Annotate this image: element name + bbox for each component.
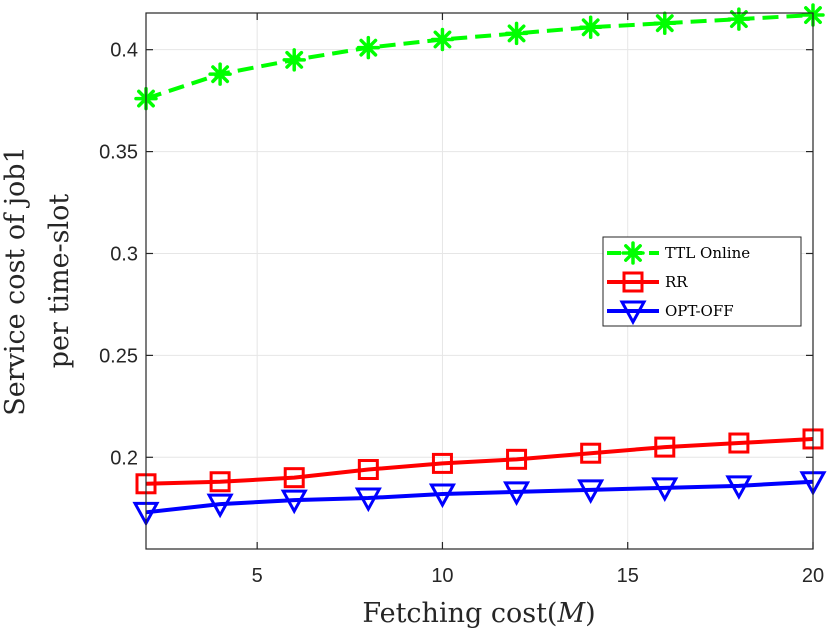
data-point-ttl-online (430, 27, 455, 52)
data-point-opt-off (503, 481, 531, 507)
y-tick-label: 0.4 (110, 40, 138, 62)
data-point-opt-off (651, 477, 679, 502)
data-point-rr (580, 442, 602, 464)
y-tick-label: 0.35 (99, 142, 138, 164)
data-point-rr (654, 436, 676, 458)
data-point-opt-off (725, 475, 753, 500)
data-point-ttl-online (282, 48, 306, 72)
data-point-opt-off (577, 479, 605, 505)
legend-marker-opt-off (619, 300, 647, 326)
legend-label-opt-off: OPT-OFF (665, 302, 734, 320)
data-point-ttl-online (208, 62, 232, 86)
data-point-ttl-online (653, 11, 677, 35)
series-line-ttl-online (145, 13, 814, 101)
x-tick-label: 15 (617, 565, 639, 587)
data-point-opt-off (428, 483, 456, 509)
data-point-rr (728, 432, 750, 454)
ticks: 5 10 15 20 0.2 0.25 0.3 0.35 0.4 (99, 13, 824, 587)
y-axis-title-line2: per time-slot (44, 194, 75, 369)
data-point-rr (357, 459, 379, 481)
x-axis-title: Fetching cost(M) (362, 598, 595, 629)
legend: TTL Online RR OPT-OFF (602, 236, 802, 327)
data-point-rr (506, 448, 528, 470)
legend-label-ttl-online: TTL Online (665, 244, 750, 262)
legend-label-rr: RR (665, 273, 688, 291)
data-point-ttl-online (356, 35, 381, 60)
data-point-ttl-online (504, 21, 529, 46)
plot-frame (145, 12, 814, 550)
data-point-rr (431, 452, 453, 474)
y-tick-label: 0.3 (110, 243, 138, 265)
y-axis-title-line1: Service cost of job1 (0, 146, 31, 416)
data-point-rr (283, 467, 305, 489)
series-line-rr (145, 436, 814, 486)
data-point-ttl-online (727, 7, 751, 31)
data-point-opt-off (354, 487, 382, 513)
data-point-ttl-online (578, 15, 603, 40)
legend-marker-ttl-online (621, 241, 645, 265)
series-line-opt-off (145, 479, 814, 515)
data-point-opt-off (280, 489, 308, 515)
x-tick-label: 20 (802, 565, 824, 587)
x-tick-label: 5 (252, 565, 263, 587)
x-tick-label: 10 (431, 565, 453, 587)
data-point-rr (209, 471, 231, 493)
legend-marker-rr (622, 271, 644, 293)
y-tick-label: 0.25 (99, 345, 138, 367)
y-tick-label: 0.2 (110, 447, 138, 469)
data-point-opt-off (206, 493, 234, 519)
